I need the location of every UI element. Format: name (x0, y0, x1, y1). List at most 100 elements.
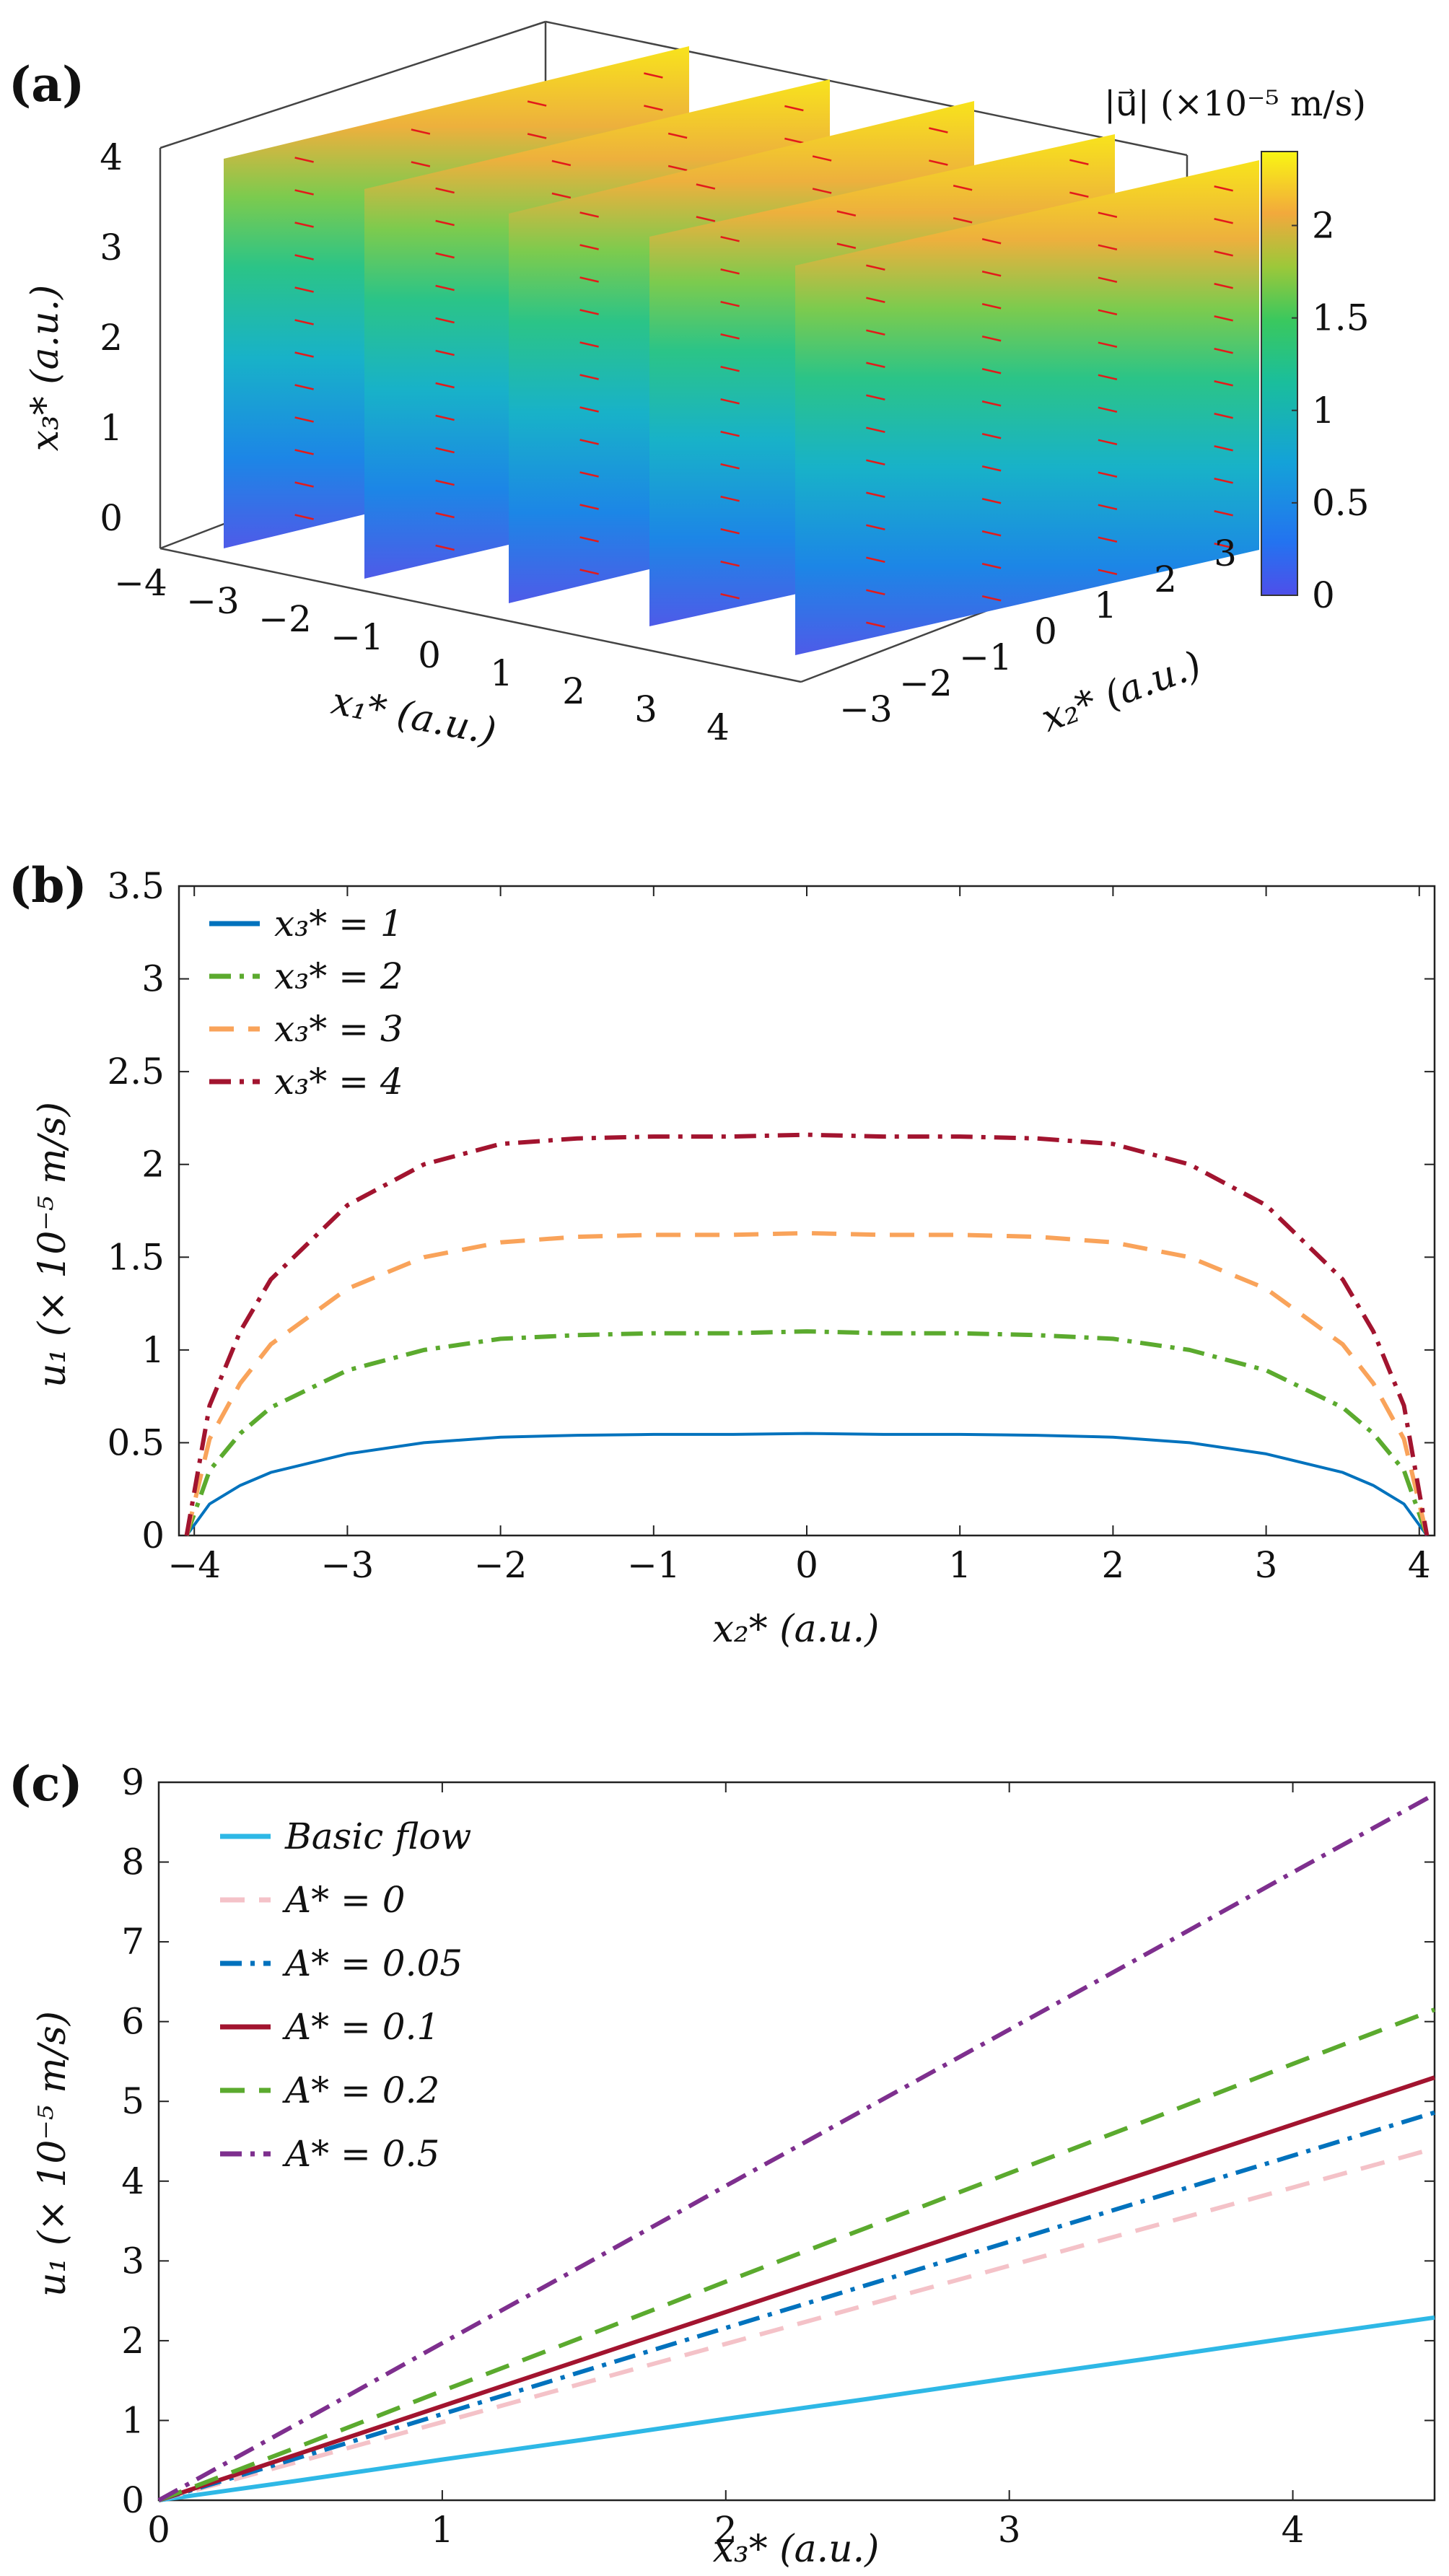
x2-tick-label: 1 (1094, 584, 1117, 626)
legend-label-0: Basic flow (284, 1815, 471, 1857)
velocity-arrow (953, 217, 973, 224)
x-tick-label: −3 (321, 1544, 375, 1586)
velocity-arrow (1214, 380, 1233, 387)
velocity-arrow (1214, 283, 1233, 289)
velocity-arrow (696, 216, 716, 222)
velocity-arrow (981, 595, 1002, 602)
velocity-arrow (579, 536, 599, 543)
y-tick-label: 3 (121, 2240, 144, 2282)
velocity-arrow (720, 366, 740, 372)
velocity-arrow (435, 447, 455, 454)
y-tick-label: 0 (141, 1515, 165, 1556)
x1-tick-label: −4 (114, 562, 167, 604)
y-tick-label: 7 (121, 1921, 144, 1963)
legend-label-5: A* = 0.5 (282, 2133, 439, 2175)
velocity-arrow (836, 210, 857, 216)
legend-label-2: A* = 0.05 (282, 1942, 463, 1984)
velocity-arrow (866, 329, 885, 336)
velocity-arrow (720, 463, 740, 470)
x1-tick-label: 0 (418, 634, 441, 676)
panel-a-x1-label: x₁* (a.u.) (328, 680, 499, 754)
velocity-arrow (1098, 341, 1118, 348)
velocity-arrow (579, 374, 599, 380)
x1-tick-label: 1 (490, 652, 513, 694)
velocity-arrow (1098, 471, 1118, 478)
legend-label-2: x₃* = 3 (274, 1008, 403, 1050)
velocity-arrow (784, 105, 804, 112)
velocity-arrow (527, 100, 547, 107)
panel-b-xlabel: x₂* (a.u.) (713, 1608, 880, 1651)
velocity-arrow (411, 128, 431, 135)
x1-tick-label: 3 (634, 688, 657, 730)
velocity-arrow (981, 530, 1002, 537)
velocity-arrow (981, 400, 1002, 407)
panel-c-series (157, 1792, 1436, 2502)
x-tick-label: 3 (1255, 1544, 1278, 1586)
x2-tick-label: 0 (1034, 610, 1057, 652)
colorbar (1261, 151, 1298, 596)
velocity-arrow (551, 159, 572, 167)
x-tick-label: 4 (1282, 2509, 1305, 2551)
y-tick-label: 0.5 (107, 1421, 165, 1463)
series-line-3 (184, 1132, 1430, 1536)
colorbar-tick-label: 2 (1312, 205, 1335, 247)
velocity-arrow (411, 161, 431, 167)
velocity-arrow (784, 137, 804, 144)
velocity-arrow (294, 222, 314, 228)
velocity-arrow (435, 544, 455, 551)
velocity-arrow (1214, 510, 1233, 517)
panel-c-xlabel: x₃* (a.u.) (713, 2528, 880, 2571)
velocity-arrow (551, 192, 572, 199)
velocity-arrow (294, 286, 314, 293)
y-tick-label: 6 (121, 2001, 144, 2043)
velocity-arrow (866, 426, 885, 433)
velocity-arrow (929, 159, 948, 166)
x-tick-label: −2 (474, 1544, 527, 1586)
velocity-arrow (981, 465, 1002, 472)
velocity-arrow (866, 264, 885, 271)
panel-a-x1-ticks: −4 −3 −2 −1 0 1 2 3 4 (114, 562, 730, 748)
velocity-arrow (294, 254, 314, 260)
x2-tick-label: −1 (959, 636, 1012, 678)
colorbar-title: |u⃗| (×10⁻⁵ m/s) (1104, 84, 1366, 124)
velocity-arrow (435, 317, 455, 324)
legend-label-3: A* = 0.1 (282, 2006, 439, 2048)
colorbar-tick-label: 0.5 (1312, 482, 1370, 524)
y-tick-label: 1 (141, 1329, 165, 1371)
panel-c-chart: (c) 0 1 2 3 4 0 1 2 3 4 5 6 7 8 9 Basic flow A* = 0 A* =… (9, 1756, 1436, 2571)
velocity-arrow (981, 336, 1002, 342)
velocity-arrow (720, 593, 740, 600)
velocity-arrow (435, 284, 455, 292)
legend-label-0: x₃* = 1 (274, 903, 403, 945)
x1-tick-label: −1 (330, 616, 384, 658)
velocity-arrow (579, 341, 599, 348)
velocity-arrow (435, 414, 455, 421)
velocity-arrow (866, 556, 885, 563)
y-tick-label: 8 (121, 1841, 144, 1883)
panel-b-label: (b) (9, 857, 87, 914)
colorbar-tick-label: 0 (1312, 574, 1335, 616)
x-tick-label: 1 (431, 2509, 454, 2551)
velocity-arrow (720, 561, 740, 567)
velocity-arrow (294, 416, 314, 423)
velocity-arrow (579, 439, 599, 445)
velocity-arrow (1214, 185, 1233, 192)
plot-frame (157, 1781, 1436, 2502)
panel-a-x3-label: x₃* (a.u.) (24, 285, 67, 452)
velocity-arrow (294, 481, 314, 488)
velocity-arrow (1098, 439, 1118, 445)
velocity-arrow (644, 105, 663, 111)
y-tick-label: 2.5 (107, 1051, 165, 1092)
x-tick-label: −1 (627, 1544, 680, 1586)
velocity-arrow (866, 621, 885, 628)
velocity-arrow (1214, 445, 1233, 452)
velocity-arrow (981, 498, 1002, 504)
x2-tick-label: −2 (899, 662, 953, 704)
velocity-arrow (435, 512, 455, 519)
velocity-arrow (294, 449, 314, 455)
velocity-arrow (720, 268, 740, 275)
velocity-arrow (929, 127, 948, 133)
x-tick-label: 0 (147, 2509, 170, 2551)
x-tick-label: 1 (948, 1544, 971, 1586)
